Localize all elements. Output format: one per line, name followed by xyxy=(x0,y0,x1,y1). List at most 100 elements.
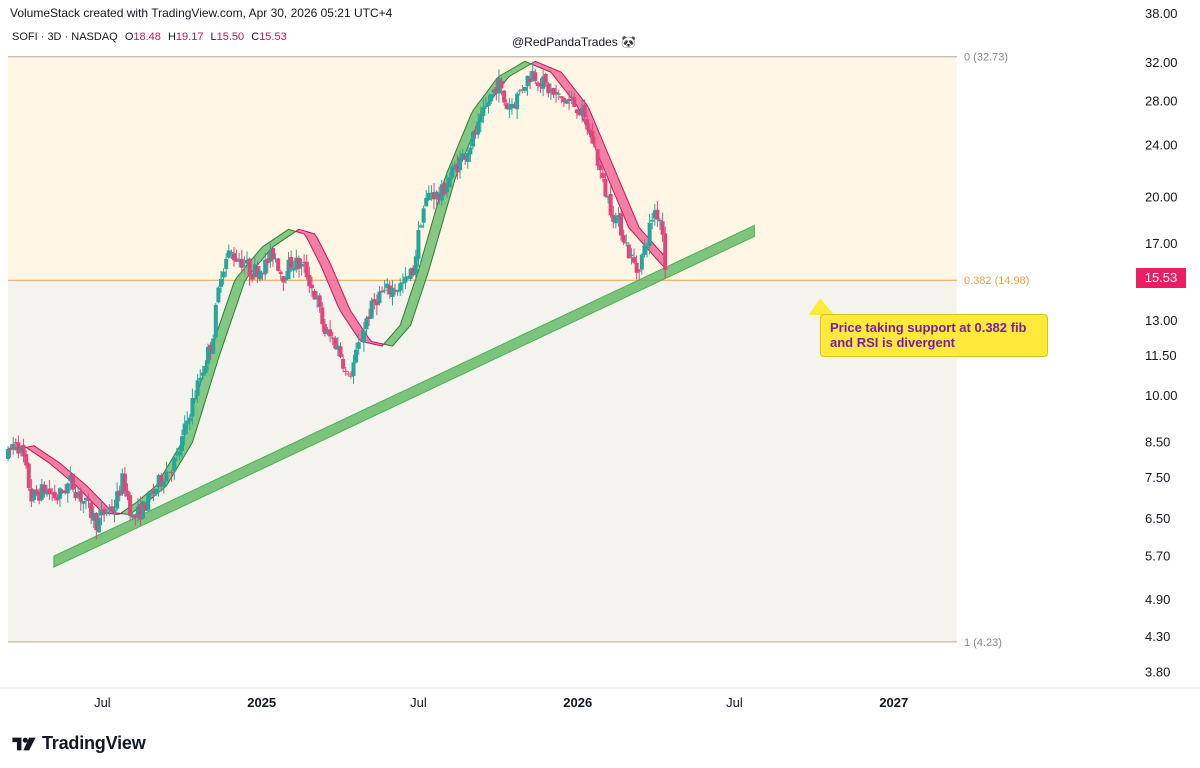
candle-body xyxy=(161,481,166,488)
tradingview-logo-icon xyxy=(12,737,36,750)
candle xyxy=(156,473,161,497)
candle-body xyxy=(460,153,465,159)
candle-body xyxy=(543,73,548,84)
candle-body xyxy=(535,82,540,86)
candle-body xyxy=(190,398,195,417)
candle-body xyxy=(538,83,543,87)
annotation-callout[interactable]: Price taking support at 0.382 fib and RS… xyxy=(820,314,1048,357)
y-tick-label: 24.00 xyxy=(1145,137,1178,152)
candle-body xyxy=(372,299,377,303)
candle-body xyxy=(341,359,346,369)
candle-body xyxy=(159,475,164,486)
candle xyxy=(356,333,361,355)
candle xyxy=(21,438,26,463)
candle-body xyxy=(283,278,288,281)
candle xyxy=(509,98,514,115)
candle-body xyxy=(70,473,75,490)
candle xyxy=(369,297,374,319)
candle xyxy=(226,244,231,259)
candle-body xyxy=(473,131,478,135)
candle-body xyxy=(489,94,494,102)
candle xyxy=(559,96,564,104)
candle-body xyxy=(99,510,104,516)
y-tick-label: 5.70 xyxy=(1145,549,1170,564)
annotation-text: Price taking support at 0.382 fib and RS… xyxy=(830,320,1027,350)
candle-body xyxy=(525,75,530,87)
candle-body xyxy=(167,471,172,473)
y-tick-label: 4.30 xyxy=(1145,629,1170,644)
candle-body xyxy=(104,511,109,513)
candle xyxy=(193,390,198,401)
candle xyxy=(315,291,320,308)
candle xyxy=(400,273,405,294)
candle xyxy=(382,280,387,294)
tradingview-brand[interactable]: TradingView xyxy=(10,733,146,754)
candle xyxy=(632,248,637,264)
candle-body xyxy=(309,284,314,289)
candle xyxy=(525,75,530,96)
candle xyxy=(328,320,333,343)
candle xyxy=(491,89,496,99)
fib-zone-lower xyxy=(8,280,957,642)
candle-body xyxy=(68,475,73,482)
candle xyxy=(257,266,262,282)
y-tick-label: 28.00 xyxy=(1145,93,1178,108)
candle-body xyxy=(343,370,348,372)
candle xyxy=(221,268,226,285)
candle-body xyxy=(302,261,307,263)
candle-body xyxy=(434,191,439,199)
candle-body xyxy=(569,99,574,101)
candle-body xyxy=(530,70,535,82)
candle xyxy=(580,98,585,123)
candle xyxy=(639,253,644,275)
candle xyxy=(465,149,470,169)
candle xyxy=(341,354,346,373)
candle xyxy=(426,185,431,201)
candle xyxy=(364,315,369,335)
candle xyxy=(650,213,655,230)
candle-body xyxy=(156,475,161,488)
ohlc-low-value: 15.50 xyxy=(216,31,245,43)
candle-body xyxy=(8,447,13,450)
candle-body xyxy=(608,194,613,216)
candle xyxy=(164,461,169,483)
candle-body xyxy=(421,208,426,223)
candle-body xyxy=(276,258,281,271)
candle xyxy=(109,499,114,515)
candle xyxy=(359,329,364,341)
candle xyxy=(626,242,631,259)
candle-body xyxy=(354,349,359,363)
candle xyxy=(515,91,520,120)
candle-body xyxy=(380,290,385,293)
candle-body xyxy=(174,454,179,456)
candle xyxy=(361,322,366,352)
candle xyxy=(237,252,242,268)
author-watermark: @RedPandaTrades 🐼 xyxy=(512,35,637,49)
candle xyxy=(325,327,330,336)
candle xyxy=(450,162,455,180)
candle-body xyxy=(24,454,29,466)
candle-body xyxy=(263,259,268,275)
candle xyxy=(637,268,642,281)
candle xyxy=(52,484,57,501)
candle-body xyxy=(481,107,486,116)
candle-body xyxy=(260,273,265,275)
candle xyxy=(348,371,353,379)
candle xyxy=(613,212,618,229)
candle xyxy=(211,334,216,355)
candle xyxy=(582,99,587,123)
candle xyxy=(647,213,652,255)
candle-body xyxy=(83,497,88,501)
candle xyxy=(585,114,590,135)
candle-body xyxy=(335,345,340,350)
candle xyxy=(200,365,205,381)
candle-body xyxy=(346,373,351,375)
candle xyxy=(645,242,650,258)
candle-body xyxy=(598,164,603,171)
candle-body xyxy=(559,96,564,98)
candle-body xyxy=(73,491,78,499)
candle xyxy=(159,472,164,492)
candle xyxy=(652,203,657,226)
candle-body xyxy=(47,488,52,494)
